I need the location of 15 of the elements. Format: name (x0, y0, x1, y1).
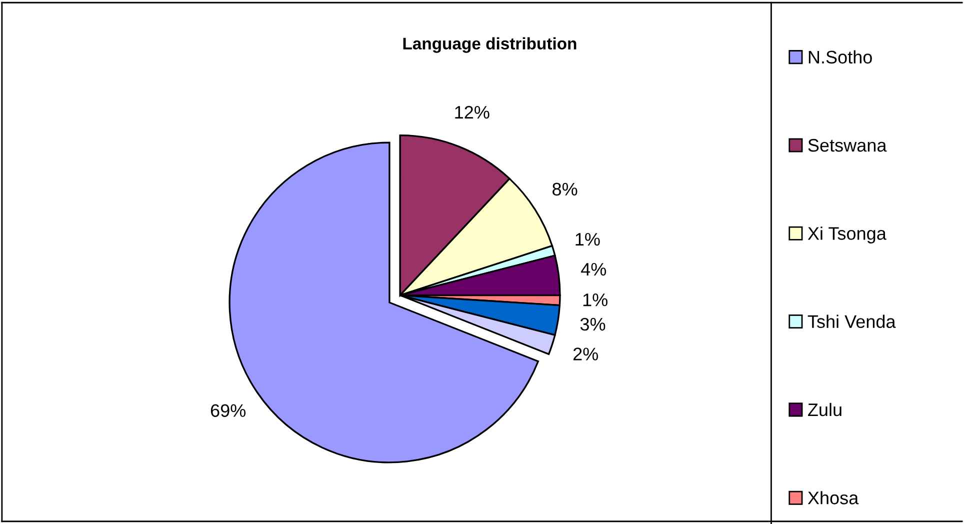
data-label: 69% (210, 404, 246, 417)
data-label: 4% (580, 262, 606, 276)
legend-label: Zulu (808, 402, 842, 416)
data-label: 12% (455, 106, 490, 119)
legend-label: N.Sotho (808, 50, 872, 64)
data-label: 1% (576, 232, 600, 246)
legend-label: Setswana (808, 138, 887, 152)
chart-title: Language distribution (403, 37, 576, 53)
legend-label: Xhosa (808, 491, 859, 504)
data-label: 2% (573, 348, 598, 360)
data-label: 1% (583, 294, 608, 306)
legend-label: Tshi Venda (808, 314, 896, 328)
legend-label: Xi Tsonga (808, 226, 886, 244)
data-label: 3% (580, 318, 606, 331)
data-label: 8% (552, 182, 578, 196)
